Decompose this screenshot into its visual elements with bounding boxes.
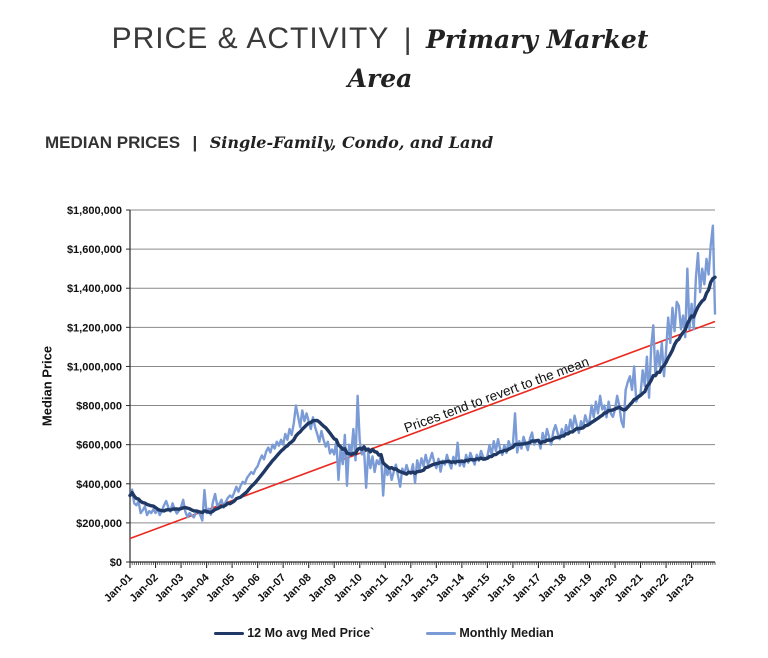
page-title-accent-area: Area	[347, 64, 413, 93]
y-axis-title: Median Price	[39, 345, 55, 427]
page-title-line2: Area	[0, 64, 760, 93]
section-separator: |	[192, 133, 198, 152]
y-tick-label: $200,000	[76, 518, 122, 530]
y-tick-label: $0	[110, 557, 122, 569]
legend-item-12mo-avg: 12 Mo avg Med Price`	[214, 626, 374, 640]
page-title-accent: Primary Market	[426, 25, 649, 54]
y-tick-label: $800,000	[76, 401, 122, 413]
section-subtitle: Single-Family, Condo, and Land	[209, 133, 494, 152]
y-tick-label: $1,800,000	[67, 205, 122, 217]
y-tick-label: $1,600,000	[67, 244, 122, 256]
x-tick-label: Jan-23	[664, 572, 697, 605]
chart-legend: 12 Mo avg Med Price` Monthly Median	[0, 626, 768, 640]
y-tick-label: $600,000	[76, 440, 122, 452]
legend-line-12mo-avg-icon	[214, 631, 245, 635]
legend-line-monthly-median-icon	[426, 631, 457, 635]
legend-label-12mo-avg: 12 Mo avg Med Price`	[247, 626, 375, 640]
section-title: MEDIAN PRICES	[45, 133, 181, 152]
title-separator: |	[403, 23, 412, 56]
y-tick-label: $400,000	[76, 479, 122, 491]
page-title-main: PRICE & ACTIVITY	[111, 22, 390, 55]
y-tick-label: $1,000,000	[67, 361, 122, 373]
monthly-median-line	[128, 224, 717, 522]
x-tick-label: Jan-10	[332, 572, 365, 605]
legend-item-monthly-median: Monthly Median	[426, 626, 554, 640]
page-title: PRICE & ACTIVITY | Primary Market	[0, 22, 760, 56]
y-tick-label: $1,400,000	[67, 283, 122, 295]
legend-label-monthly-median: Monthly Median	[459, 626, 554, 640]
section-header: MEDIAN PRICES | Single-Family, Condo, an…	[45, 133, 493, 153]
avg-12mo-line	[128, 275, 717, 515]
y-tick-label: $1,200,000	[67, 322, 122, 334]
